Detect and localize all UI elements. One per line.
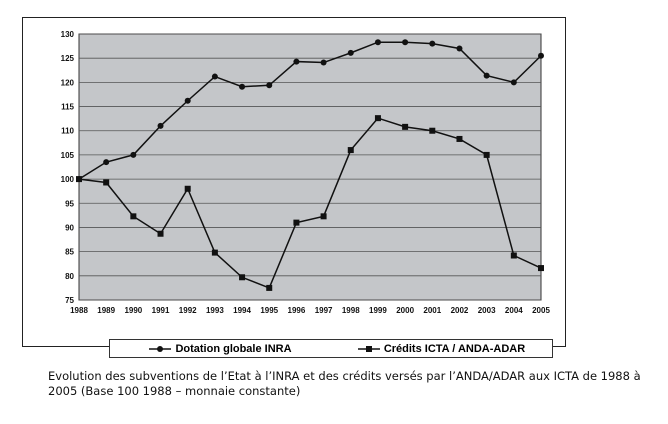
x-tick-label: 2002 bbox=[451, 306, 469, 315]
y-tick-label: 90 bbox=[65, 223, 74, 232]
data-point bbox=[483, 151, 490, 158]
data-point bbox=[239, 274, 246, 281]
data-point bbox=[239, 83, 246, 90]
x-tick-label: 1991 bbox=[152, 306, 170, 315]
x-tick-label: 1993 bbox=[206, 306, 224, 315]
data-point bbox=[184, 185, 191, 192]
legend-item-inra: Dotation globale INRA bbox=[110, 343, 331, 355]
data-point bbox=[510, 252, 517, 259]
data-point bbox=[374, 39, 381, 46]
x-tick-label: 1998 bbox=[342, 306, 360, 315]
x-tick-label: 1989 bbox=[97, 306, 115, 315]
data-point bbox=[456, 45, 463, 52]
figure-caption: Evolution des subventions de l’Etat à l’… bbox=[48, 369, 641, 398]
series-line-1 bbox=[78, 117, 542, 289]
data-point bbox=[374, 115, 381, 122]
data-point bbox=[429, 127, 436, 134]
data-point bbox=[157, 122, 164, 129]
data-point bbox=[157, 230, 164, 237]
y-tick-label: 115 bbox=[61, 103, 74, 112]
x-tick-label: 1996 bbox=[288, 306, 306, 315]
data-point bbox=[76, 176, 82, 183]
legend-label: Dotation globale INRA bbox=[175, 342, 292, 355]
x-tick-label: 2000 bbox=[396, 306, 414, 315]
x-tick-label: 1992 bbox=[179, 306, 197, 315]
x-tick-label: 1990 bbox=[124, 306, 142, 315]
y-tick-label: 130 bbox=[61, 30, 75, 39]
y-tick-label: 80 bbox=[65, 272, 74, 281]
data-point bbox=[456, 135, 463, 142]
square-marker-icon bbox=[357, 345, 380, 352]
data-point bbox=[103, 179, 110, 186]
data-point bbox=[266, 82, 273, 89]
data-point bbox=[402, 123, 409, 130]
data-point bbox=[184, 97, 191, 104]
data-point bbox=[130, 151, 137, 158]
x-tick-label: 2003 bbox=[478, 306, 496, 315]
line-chart: 75 80 85 90 95 100 105 110 115 120 125 130 1988 1989 1… bbox=[61, 30, 551, 315]
legend: Dotation globale INRA Crédits ICTA / AND… bbox=[109, 339, 553, 358]
chart-frame: 75 80 85 90 95 100 105 110 115 120 125 130 1988 1989 1… bbox=[22, 17, 566, 358]
y-tick-label: 85 bbox=[65, 248, 74, 257]
data-point bbox=[103, 159, 110, 166]
data-point bbox=[402, 39, 409, 46]
x-tick-label: 2001 bbox=[423, 306, 441, 315]
y-tick-label: 95 bbox=[65, 199, 74, 208]
data-point bbox=[538, 265, 544, 272]
series-line-0 bbox=[78, 41, 542, 180]
data-point bbox=[429, 40, 436, 47]
x-tick-label: 1995 bbox=[260, 306, 278, 315]
data-point bbox=[320, 213, 327, 220]
data-point bbox=[211, 249, 218, 256]
x-tick-label: 2005 bbox=[532, 306, 550, 315]
data-point bbox=[510, 79, 517, 86]
y-tick-label: 110 bbox=[61, 127, 74, 136]
y-tick-label: 125 bbox=[61, 54, 75, 63]
x-tick-label: 1997 bbox=[315, 306, 333, 315]
data-point bbox=[266, 284, 273, 291]
plot-area bbox=[78, 33, 542, 301]
y-tick-label: 75 bbox=[65, 296, 74, 305]
x-tick-label: 1994 bbox=[233, 306, 251, 315]
legend-item-icta: Crédits ICTA / ANDA-ADAR bbox=[331, 343, 552, 355]
circle-marker-icon bbox=[149, 345, 172, 352]
data-point bbox=[320, 59, 327, 66]
y-tick-label: 105 bbox=[61, 151, 75, 160]
data-point bbox=[347, 147, 354, 154]
data-point bbox=[130, 213, 137, 220]
x-tick-label: 2004 bbox=[505, 306, 523, 315]
y-tick-label: 100 bbox=[61, 175, 75, 184]
data-point bbox=[483, 72, 490, 79]
data-point bbox=[293, 219, 300, 226]
legend-label: Crédits ICTA / ANDA-ADAR bbox=[383, 342, 526, 355]
data-point bbox=[538, 52, 544, 59]
x-tick-label: 1999 bbox=[369, 306, 387, 315]
data-point bbox=[211, 73, 218, 80]
data-point bbox=[293, 58, 300, 65]
y-tick-label: 120 bbox=[61, 78, 75, 87]
data-point bbox=[347, 49, 354, 56]
x-tick-label: 1988 bbox=[70, 306, 88, 315]
